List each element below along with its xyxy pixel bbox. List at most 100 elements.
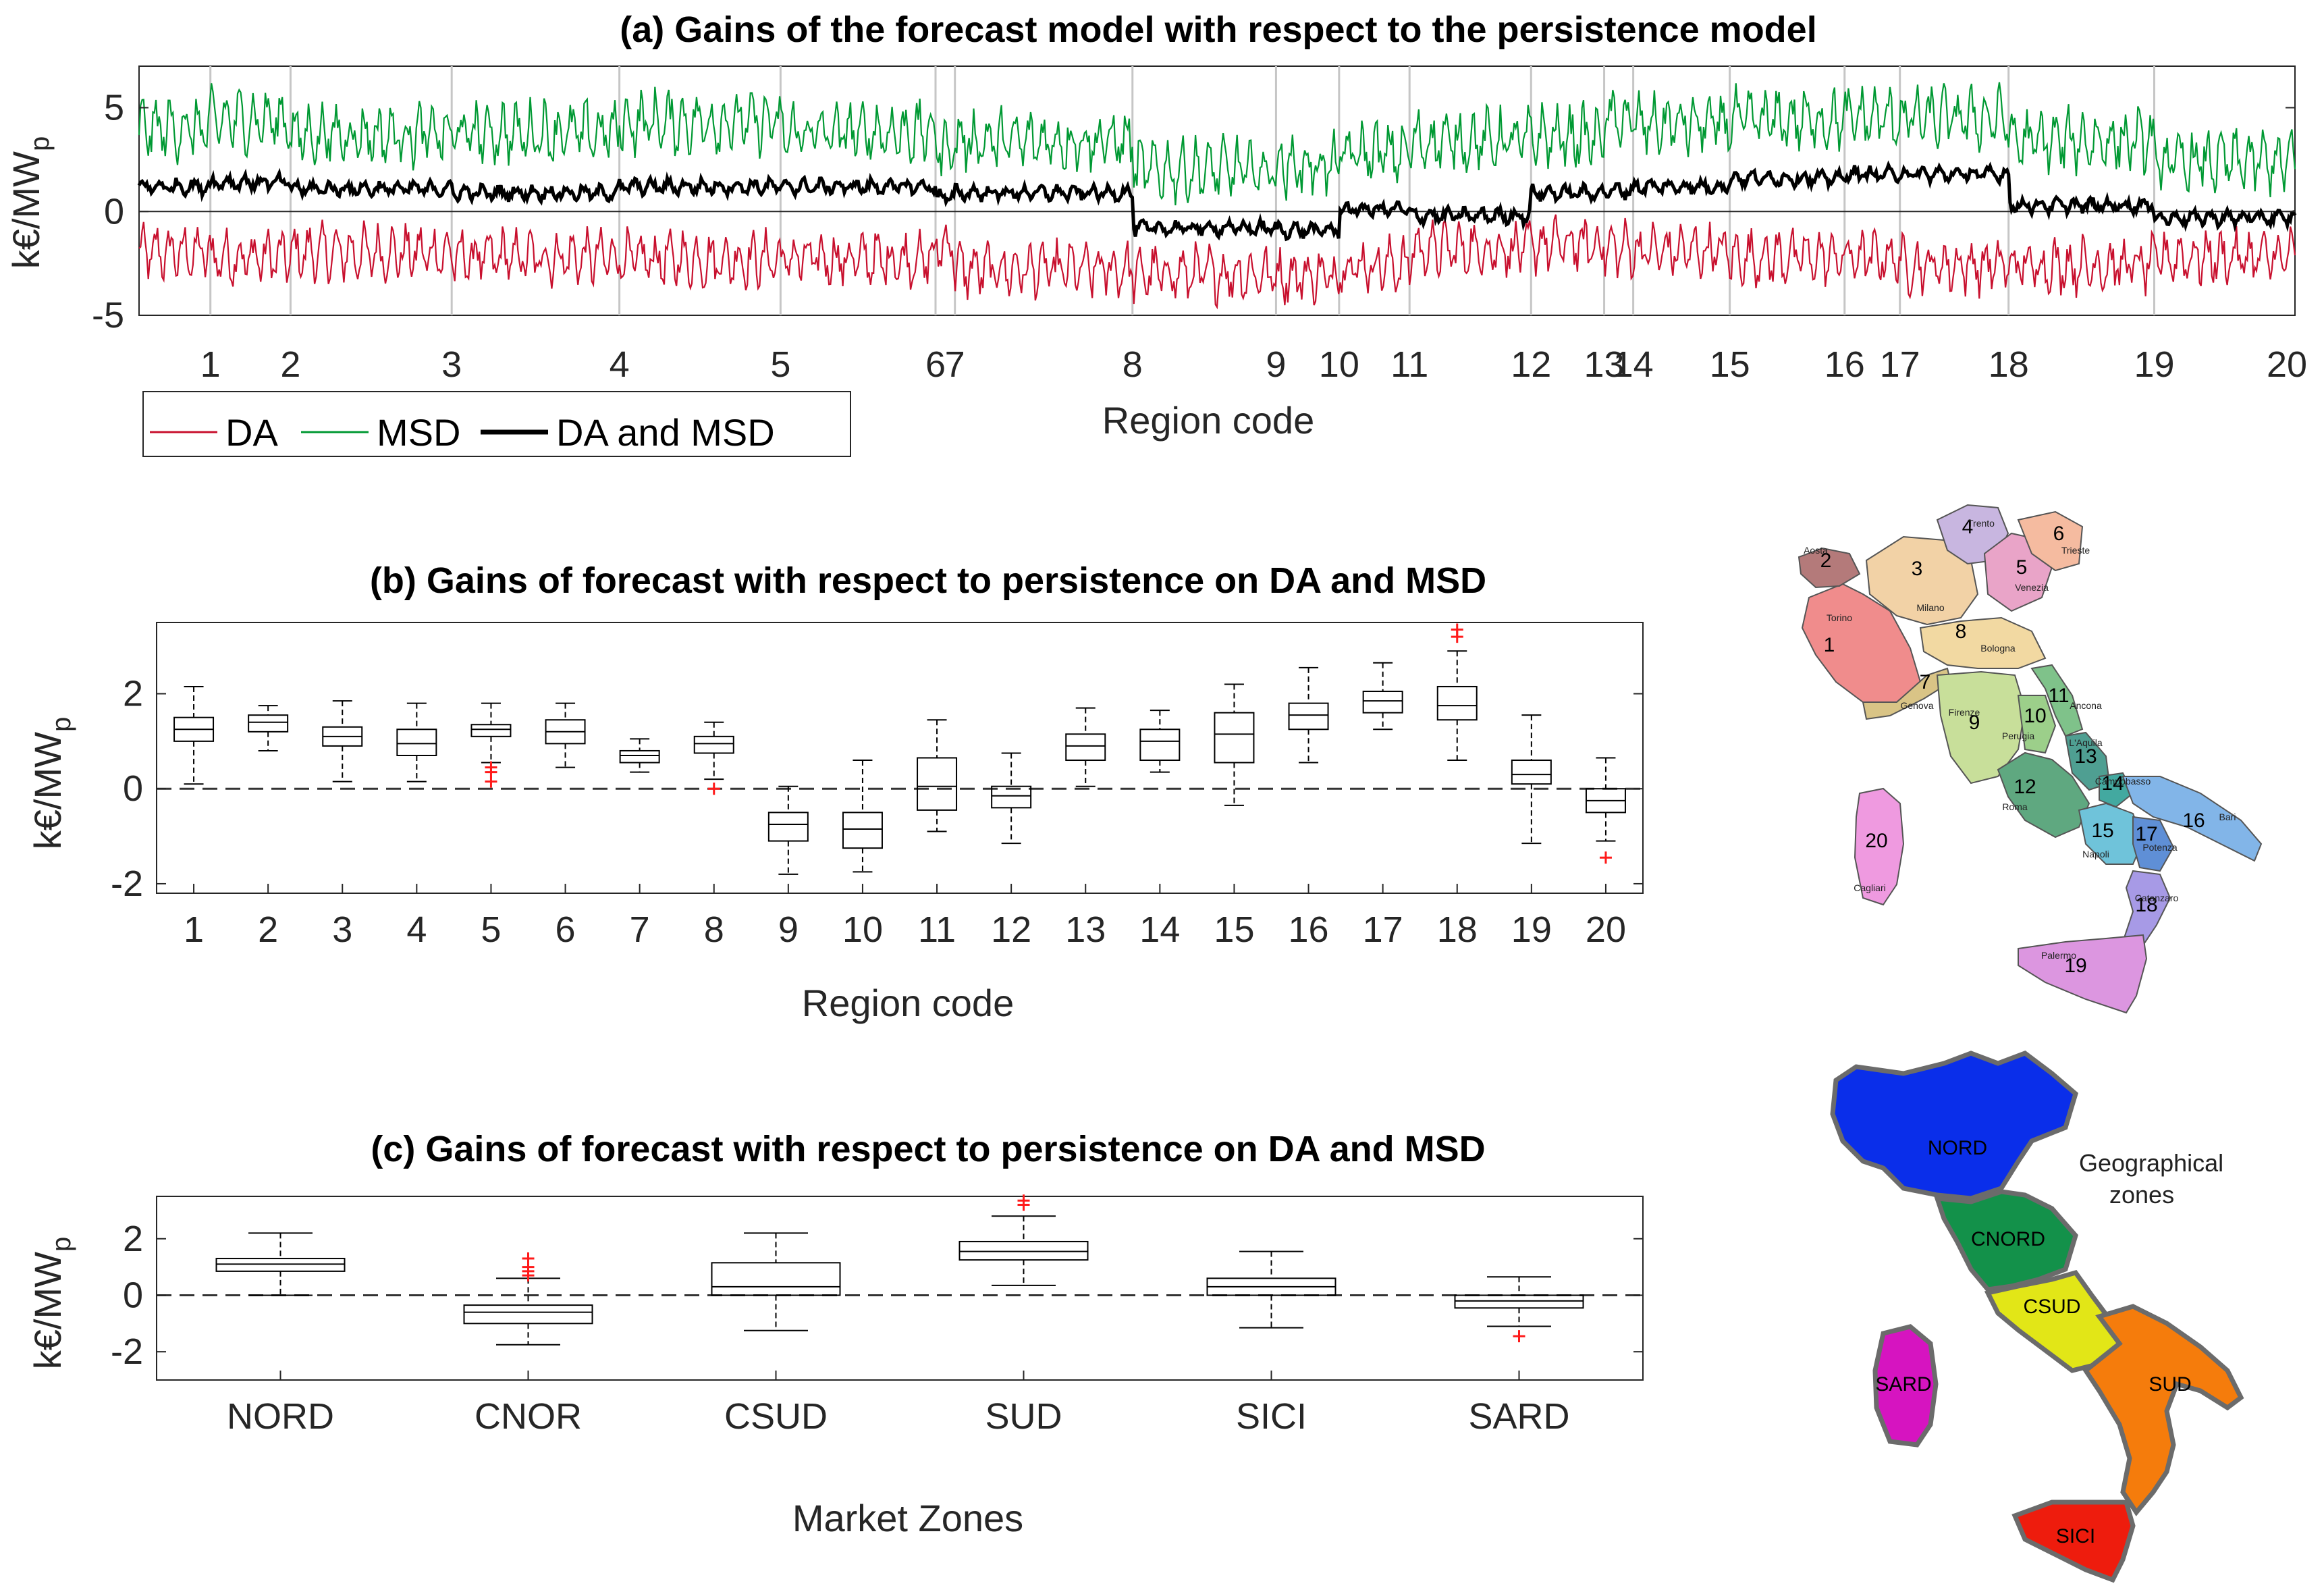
panel-b-box-4: [396, 702, 437, 782]
geographical-zones-note-line1: Geographical: [2079, 1149, 2223, 1177]
regions-map-city-Venezia: Venezia: [2015, 582, 2049, 593]
legend-label-da-and-msd: DA and MSD: [556, 411, 775, 454]
region-shape-lombardia: [1865, 535, 1979, 626]
zones-map-label-sici: SICI: [2056, 1525, 2095, 1547]
box-iqr: [215, 1258, 346, 1272]
panel-a-region-label: 4: [610, 344, 630, 385]
panel-b-xtick-label: 19: [1511, 909, 1552, 950]
box-outlier: [1599, 851, 1612, 864]
regions-map-city-Trento: Trento: [1968, 518, 1995, 529]
panel-b-xtick-label: 6: [556, 909, 576, 950]
box-iqr: [767, 812, 809, 842]
regions-map-city-L'Aquila: L'Aquila: [2069, 737, 2103, 748]
box-iqr: [619, 749, 660, 764]
panel-b-xtick-label: 16: [1289, 909, 1329, 950]
regions-map-label-4: 4: [1962, 516, 1974, 538]
regions-map-label-11: 11: [2048, 685, 2069, 707]
zone-shape-sud: [2082, 1304, 2244, 1516]
panel-a-plot-area: [137, 65, 2297, 316]
panel-b-box-15: [1214, 683, 1255, 806]
region-shape-puglia: [2122, 776, 2263, 862]
panel-b-xtick-label: 2: [258, 909, 278, 950]
box-iqr: [1362, 691, 1403, 714]
panel-a-region-label: 9: [1266, 344, 1286, 385]
panel-b-box-12: [991, 752, 1032, 845]
zones-map-label-cnord: CNORD: [1971, 1228, 2045, 1250]
zones-map-label-nord: NORD: [1928, 1137, 1987, 1159]
regions-map-label-16: 16: [2182, 810, 2205, 832]
regions-map-city-Trieste: Trieste: [2061, 545, 2090, 556]
regions-map-city-Roma: Roma: [2002, 801, 2028, 812]
panel-b-box-6: [545, 702, 586, 768]
panel-b-box-11: [917, 719, 958, 832]
panel-a-region-label: 11: [1390, 344, 1428, 385]
panel-c-title: (c) Gains of forecast with respect to pe…: [371, 1129, 1485, 1169]
panel-b-box-13: [1065, 707, 1106, 787]
panel-c-ylabel: k€/MWp: [26, 1237, 76, 1369]
regions-map-label-9: 9: [1969, 712, 1980, 734]
box-iqr: [991, 785, 1032, 809]
panel-b-xtick-label: 13: [1065, 909, 1106, 950]
box-outlier: [522, 1252, 535, 1265]
panel-a-ytick-label: 5: [104, 88, 124, 128]
panel-a-legend: DA MSD DA and MSD: [142, 391, 851, 457]
panel-b-xtick-label: 20: [1586, 909, 1626, 950]
panel-a-region-label: 13: [1584, 344, 1625, 385]
panel-b-xtick-label: 15: [1214, 909, 1254, 950]
panel-c-ytick-label: 0: [123, 1275, 143, 1315]
regions-map-city-Potenza: Potenza: [2142, 842, 2178, 853]
legend-label-da: DA: [225, 411, 278, 454]
panel-a-region-label: 3: [441, 344, 462, 385]
region-shape-basilicata: [2132, 816, 2175, 872]
panel-a-region-label: 14: [1613, 344, 1654, 385]
regions-map-label-1: 1: [1824, 634, 1835, 656]
zone-shape-cnord: [1933, 1189, 2078, 1292]
panel-b-box-14: [1139, 710, 1181, 773]
panel-b-box-5: [470, 702, 512, 788]
panel-b-ylabel-sub: p: [47, 717, 76, 732]
region-shape-friuli: [2017, 510, 2084, 572]
zones-map-label-csud: CSUD: [2023, 1296, 2080, 1318]
box-iqr: [1511, 760, 1552, 785]
regions-map-city-Aosta: Aosta: [1804, 545, 1828, 556]
zone-shape-csud: [1984, 1269, 2123, 1373]
italy-zones-map: NORD CNORD CSUD SUD SARD SICI Geographical zo…: [1830, 1051, 2244, 1583]
zones-map-labels: NORD CNORD CSUD SUD SARD SICI: [1875, 1137, 2191, 1547]
regions-map-label-17: 17: [2135, 823, 2157, 845]
panel-a-region-label: 8: [1123, 344, 1143, 385]
panel-b: (b) Gains of forecast with respect to pe…: [26, 560, 1644, 1024]
box-iqr: [1288, 702, 1329, 731]
panel-b-ylabel-main: k€/MW: [26, 732, 69, 849]
panel-c-xtick-label: SICI: [1236, 1396, 1307, 1437]
regions-map-label-3: 3: [1912, 558, 1923, 580]
regions-map-city-Torino: Torino: [1827, 612, 1852, 623]
box-iqr: [711, 1262, 841, 1296]
region-shape-sardegna: [1854, 787, 1905, 906]
panel-b-title: (b) Gains of forecast with respect to pe…: [370, 560, 1486, 601]
panel-a-series-msd: [138, 82, 2296, 206]
box-outlier: [1451, 623, 1463, 636]
panel-a-region-label: 7: [945, 344, 965, 385]
legend-box: [142, 391, 851, 457]
regions-map-city-Firenze: Firenze: [1949, 707, 1980, 718]
region-shape-sicilia: [2018, 934, 2148, 1014]
legend-label-msd: MSD: [377, 411, 460, 454]
panel-b-ytick-label: 2: [123, 674, 143, 714]
regions-map-label-14: 14: [2101, 772, 2124, 795]
panel-a-region-label: 10: [1319, 344, 1359, 385]
regions-map-label-7: 7: [1920, 671, 1931, 693]
panel-c-frame: [156, 1196, 1644, 1381]
region-shape-aosta: [1798, 547, 1861, 589]
box-outlier: [1017, 1194, 1030, 1207]
box-iqr: [248, 714, 289, 733]
panel-c-plot-area: 2 0 -2 NORD CNOR CSUD SUD SICI SARD: [111, 1194, 1644, 1437]
regions-map-label-5: 5: [2016, 556, 2028, 579]
panel-b-xtick-label: 11: [918, 909, 956, 950]
panel-b-xtick-label: 12: [991, 909, 1031, 950]
zone-shape-sici: [2011, 1500, 2136, 1583]
regions-map-city-Genova: Genova: [1900, 700, 1933, 711]
panel-a-region-label: 5: [770, 344, 790, 385]
regions-map-label-6: 6: [2053, 523, 2065, 545]
panel-a-region-label: 19: [2134, 344, 2174, 385]
